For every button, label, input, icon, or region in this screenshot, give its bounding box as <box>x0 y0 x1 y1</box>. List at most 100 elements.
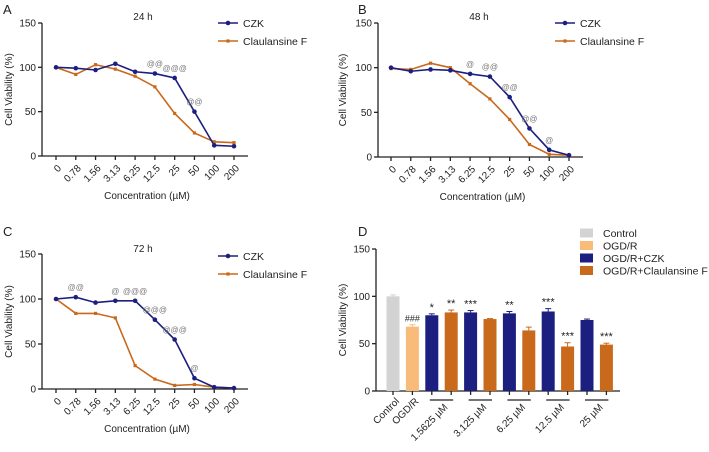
significance-mark: ** <box>505 299 514 311</box>
data-point <box>153 377 157 381</box>
y-tick-label: 50 <box>25 340 37 351</box>
y-tick-label: 0 <box>366 153 372 164</box>
x-tick-label: 1.56 <box>82 163 104 185</box>
legend-label: Claulansine F <box>243 36 307 48</box>
legend-swatch <box>580 253 593 263</box>
x-tick-label: 3.13 <box>102 163 124 185</box>
y-tick-label: 100 <box>353 292 370 303</box>
legend-marker <box>225 253 231 259</box>
significance-mark: @ <box>466 60 474 69</box>
bar <box>386 296 400 391</box>
data-point <box>192 375 197 381</box>
data-point <box>113 316 117 320</box>
significance-mark: *** <box>542 297 556 309</box>
chart-title: 24 h <box>133 12 152 23</box>
legend-marker <box>562 20 568 26</box>
series-line-czk <box>390 66 570 156</box>
x-tick-label: 0.78 <box>62 396 84 418</box>
x-tick-label: 100 <box>538 164 558 184</box>
data-point <box>211 143 217 148</box>
bar <box>580 320 594 391</box>
x-tick-label: 25 µM <box>578 402 606 430</box>
x-tick-label: 12.5 <box>141 396 163 418</box>
panel-letter: C <box>3 224 12 239</box>
data-point <box>73 294 79 300</box>
x-tick-label: 100 <box>203 396 223 416</box>
y-tick-label: 150 <box>355 19 372 30</box>
y-tick-label: 150 <box>19 250 36 261</box>
significance-mark: @ <box>190 364 198 373</box>
x-tick-label: 12.5 <box>141 163 163 185</box>
data-point <box>388 65 394 70</box>
legend-label: Control <box>603 228 637 240</box>
x-tick-label: 1.56 <box>82 396 104 418</box>
x-axis-label: Concentration (µM) <box>440 192 526 203</box>
data-point <box>53 296 59 302</box>
data-point <box>192 109 197 114</box>
x-tick-label: 0.78 <box>62 163 84 185</box>
y-tick-label: 50 <box>361 108 373 119</box>
bar <box>405 326 419 391</box>
significance-mark: ### <box>405 314 420 324</box>
data-point <box>93 63 98 67</box>
data-point <box>152 317 158 323</box>
y-tick-label: 50 <box>359 339 371 350</box>
legend-marker <box>226 272 230 276</box>
x-tick-label: 6.25 <box>122 396 144 418</box>
x-tick-label: 200 <box>222 396 242 416</box>
data-point <box>173 111 177 116</box>
y-tick-label: 0 <box>364 387 370 398</box>
data-point <box>467 71 473 77</box>
significance-mark: @@ <box>482 63 498 72</box>
y-tick-label: 0 <box>30 385 36 396</box>
x-tick-label: 6.25 <box>457 164 479 186</box>
significance-mark: * <box>430 302 435 314</box>
legend-label: OGD/R+CZK <box>603 253 665 265</box>
x-tick-label: 100 <box>203 163 223 183</box>
data-point <box>231 143 237 149</box>
data-point <box>448 68 453 73</box>
data-point <box>132 69 138 75</box>
data-point <box>212 140 216 144</box>
x-tick-label: 3.125 µM <box>452 402 489 439</box>
legend-label: CZK <box>243 18 264 30</box>
significance-mark: *** <box>464 299 478 311</box>
data-point <box>468 82 472 86</box>
panel-letter: A <box>3 2 12 17</box>
legend-marker <box>563 39 567 43</box>
significance-mark: @@@ <box>143 306 167 315</box>
bar <box>502 313 516 391</box>
significance-mark: @@@ <box>123 287 147 296</box>
bar <box>483 319 497 391</box>
data-point <box>192 131 197 135</box>
legend-label: Claulansine F <box>243 269 307 281</box>
data-point <box>74 311 78 315</box>
data-point <box>113 61 118 67</box>
significance-mark: *** <box>561 331 575 343</box>
x-tick-label: 25 <box>167 396 183 412</box>
x-tick-label: 0 <box>52 163 64 175</box>
data-point <box>192 382 197 387</box>
data-point <box>53 65 59 70</box>
y-tick-label: 150 <box>19 19 36 30</box>
data-point <box>93 311 98 315</box>
x-tick-label: 50 <box>187 396 203 412</box>
data-point <box>172 337 177 342</box>
y-tick-label: 100 <box>19 63 36 74</box>
significance-mark: @@ <box>521 114 537 123</box>
data-point <box>428 61 433 65</box>
y-axis-label: Cell Viability (%) <box>4 285 15 358</box>
legend-label: Claulansine F <box>580 36 644 48</box>
bar <box>425 315 439 391</box>
data-point <box>527 126 532 131</box>
data-point <box>93 300 98 305</box>
legend-swatch <box>580 266 593 275</box>
significance-mark: @ <box>111 287 119 296</box>
data-point <box>93 67 98 73</box>
significance-mark: @@ <box>68 283 84 292</box>
x-tick-label: 200 <box>557 164 577 184</box>
data-point <box>153 85 157 89</box>
